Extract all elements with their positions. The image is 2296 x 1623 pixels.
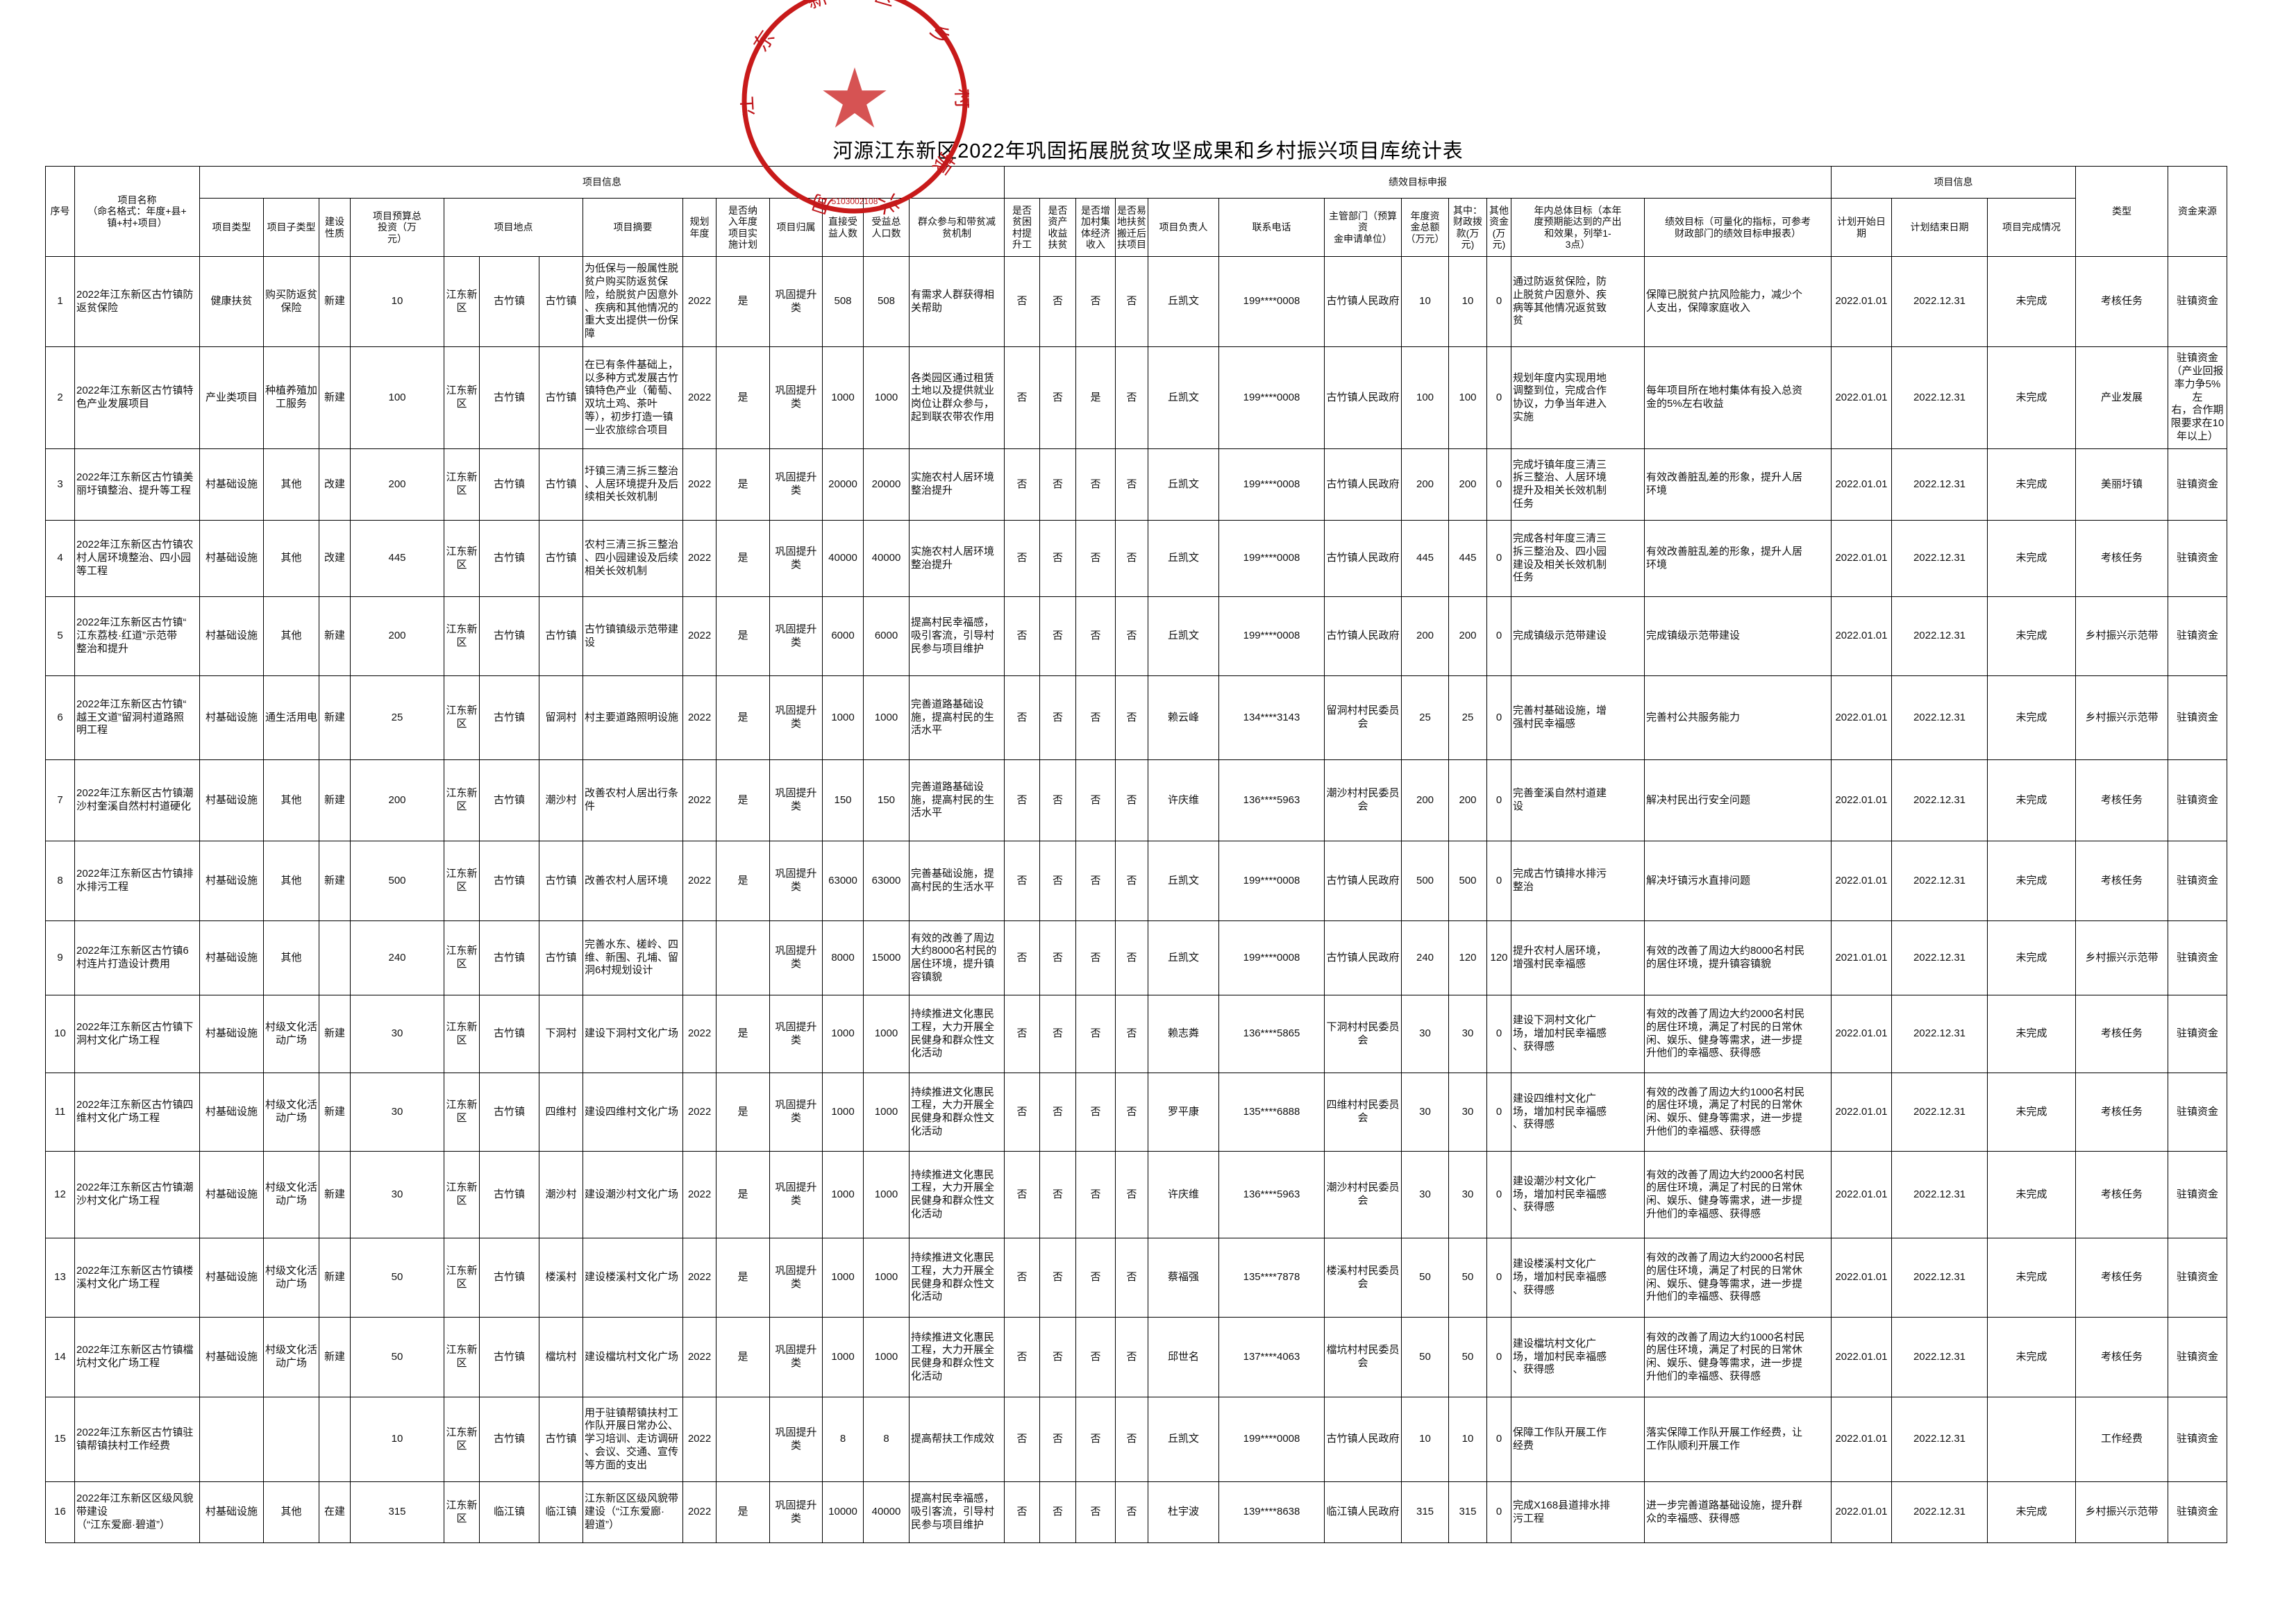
svg-text:新: 新 <box>804 0 831 13</box>
svg-text:村: 村 <box>951 88 969 109</box>
svg-text:区: 区 <box>872 0 898 10</box>
svg-text:局: 局 <box>808 190 834 215</box>
svg-text:江: 江 <box>740 96 759 117</box>
svg-text:兴: 兴 <box>875 190 902 215</box>
svg-text:5103002108: 5103002108 <box>832 196 878 206</box>
